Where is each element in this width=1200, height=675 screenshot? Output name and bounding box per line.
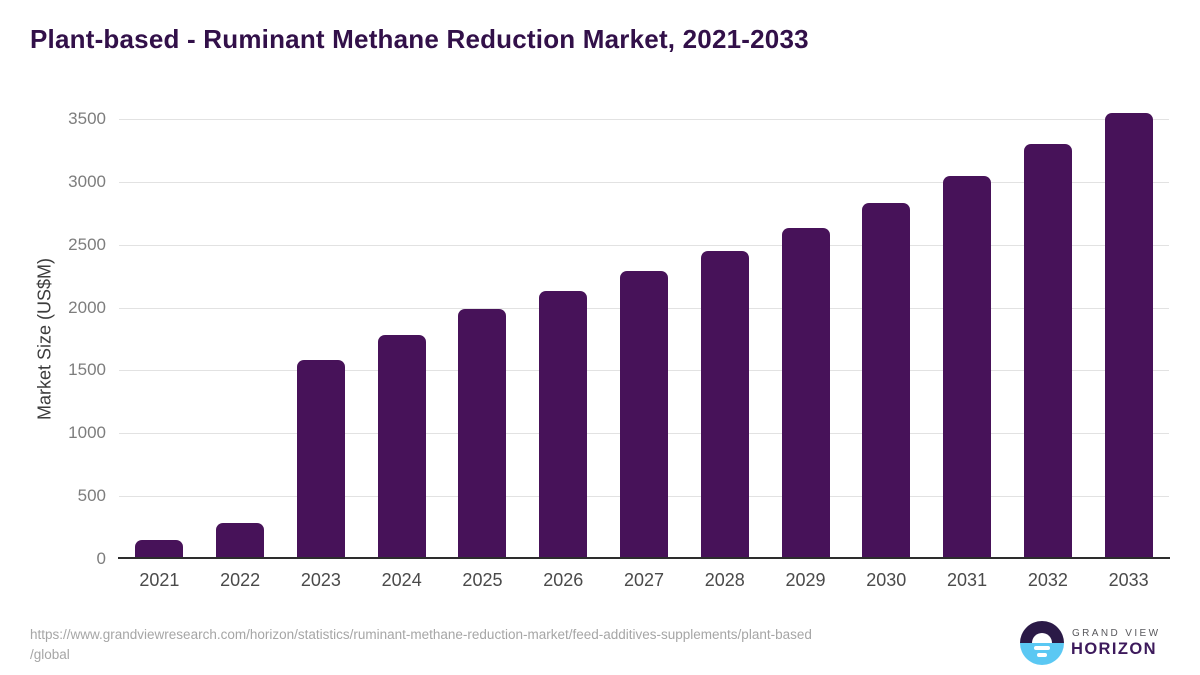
gridline-2500 bbox=[119, 244, 1169, 246]
source-url-line2: /global bbox=[30, 647, 70, 662]
x-tick-label-2031: 2031 bbox=[947, 570, 988, 590]
y-axis-title: Market Size (US$M) bbox=[34, 257, 55, 421]
bar-2022 bbox=[216, 523, 265, 559]
x-tick-label-2030: 2030 bbox=[866, 570, 907, 590]
chart-title: Plant-based - Ruminant Methane Reduction… bbox=[30, 24, 809, 54]
bar-2027 bbox=[620, 271, 668, 559]
bar-2028 bbox=[700, 251, 749, 559]
bar-2021 bbox=[135, 540, 184, 559]
x-tick-label-2021: 2021 bbox=[139, 570, 180, 590]
x-tick-label-2033: 2033 bbox=[1108, 570, 1149, 590]
bar-2033 bbox=[1104, 112, 1153, 559]
y-tick-label-3000: 3000 bbox=[68, 171, 106, 191]
x-tick-label-2026: 2026 bbox=[543, 570, 584, 590]
x-tick-label-2022: 2022 bbox=[220, 570, 261, 590]
y-tick-label-1000: 1000 bbox=[68, 423, 106, 443]
sun-reflection-line-1 bbox=[1034, 646, 1050, 650]
x-tick-label-2027: 2027 bbox=[623, 570, 665, 590]
y-tick-label-0: 0 bbox=[96, 549, 106, 568]
x-tick-label-2028: 2028 bbox=[704, 570, 745, 590]
x-axis-line bbox=[118, 557, 1170, 559]
gridline-3000 bbox=[119, 181, 1169, 183]
logo-brand-text: GRAND VIEW bbox=[1072, 628, 1161, 639]
x-tick-label-2024: 2024 bbox=[381, 570, 422, 590]
bar-2023 bbox=[296, 360, 345, 559]
y-tick-label-2000: 2000 bbox=[68, 297, 106, 317]
x-tick-label-2025: 2025 bbox=[462, 570, 503, 590]
x-tick-label-2023: 2023 bbox=[300, 570, 341, 590]
bar-2030 bbox=[862, 202, 911, 559]
bar-2031 bbox=[943, 175, 992, 559]
y-tick-label-3500: 3500 bbox=[68, 109, 106, 128]
x-tick-label-2032: 2032 bbox=[1027, 570, 1068, 590]
horizon-sun-icon bbox=[1020, 621, 1064, 665]
sun-dome-shape bbox=[1032, 633, 1052, 643]
logo-product-text: HORIZON bbox=[1071, 640, 1157, 658]
bar-2025 bbox=[458, 308, 507, 559]
source-url-line1: https://www.grandviewresearch.com/horizo… bbox=[30, 627, 812, 642]
gridline-3500 bbox=[119, 119, 1169, 120]
source-url: https://www.grandviewresearch.com/horizo… bbox=[30, 625, 980, 665]
bar-2032 bbox=[1023, 144, 1072, 559]
y-tick-label-500: 500 bbox=[77, 486, 106, 506]
bar-2026 bbox=[539, 291, 588, 559]
plot-area bbox=[118, 112, 1170, 559]
bar-2024 bbox=[377, 334, 426, 559]
bar-2029 bbox=[781, 228, 830, 559]
y-tick-label-1500: 1500 bbox=[68, 360, 106, 380]
y-tick-label-2500: 2500 bbox=[68, 234, 106, 254]
sun-reflection-line-2 bbox=[1037, 653, 1047, 657]
x-tick-label-2029: 2029 bbox=[785, 570, 826, 590]
grand-view-horizon-logo: GRAND VIEW HORIZON bbox=[1020, 621, 1180, 667]
